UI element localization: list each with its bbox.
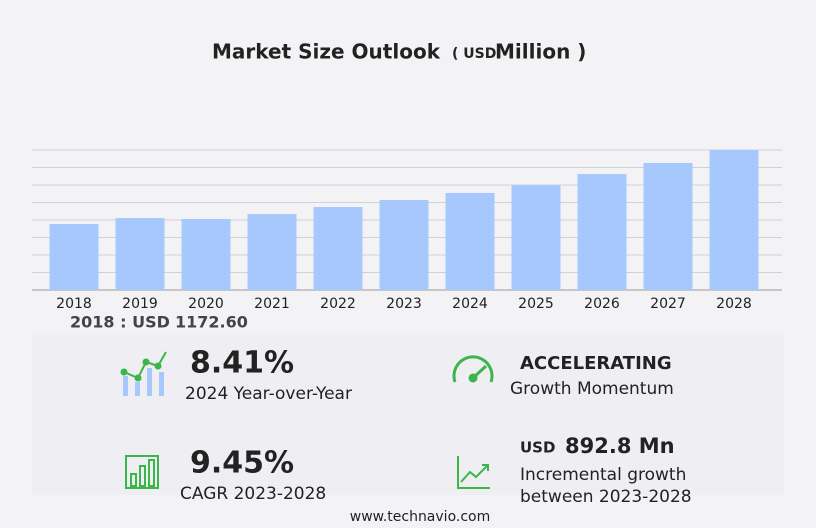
bar: [379, 200, 429, 290]
bar: [313, 207, 363, 290]
bars: 2018 2019 2020 2021 2022 2023 2024 2025 2026 2027…: [49, 150, 759, 312]
bar: [181, 218, 231, 290]
kpi-label: CAGR 2023-2028: [180, 484, 326, 504]
bar: [709, 150, 759, 290]
bar: [643, 162, 693, 290]
kpi-value: 9.45%: [190, 446, 294, 481]
kpi-label: Growth Momentum: [510, 379, 674, 399]
kpi-label: between 2023-2028: [520, 487, 692, 507]
unit-prefix: ( USD: [452, 46, 496, 62]
kpi-value: 892.8 Mn: [565, 434, 675, 458]
bar: [445, 192, 495, 290]
x-tick-label: 2025: [518, 296, 554, 312]
bar: [247, 214, 297, 290]
bar: [115, 218, 165, 290]
x-tick-label: 2028: [716, 296, 752, 312]
kpi-value: 8.41%: [190, 346, 294, 381]
x-tick-label: 2026: [584, 296, 620, 312]
kpi-label: 2024 Year-over-Year: [185, 384, 352, 404]
footer: www.technavio.com: [350, 509, 491, 525]
base-label: 2018 : USD: [70, 313, 170, 332]
x-tick-label: 2021: [254, 296, 290, 312]
kpi-value: ACCELERATING: [520, 353, 672, 374]
x-tick-label: 2018: [56, 296, 92, 312]
x-tick-label: 2022: [320, 296, 356, 312]
momentum-icon: [452, 355, 494, 383]
growth-icon: [457, 456, 490, 489]
kpi-label: Incremental growth: [520, 465, 686, 485]
bar: [511, 185, 561, 290]
yoy-icon: [120, 351, 167, 396]
base-value: 1172.60: [175, 313, 248, 332]
bar: [49, 224, 99, 290]
x-tick-label: 2020: [188, 296, 224, 312]
unit: Million ): [495, 40, 586, 64]
kpi-prefix: USD: [520, 439, 555, 457]
bar: [577, 174, 627, 290]
x-tick-label: 2024: [452, 296, 488, 312]
x-tick-label: 2019: [122, 296, 158, 312]
chart-title: Market Size Outlook: [212, 40, 441, 64]
x-tick-label: 2023: [386, 296, 422, 312]
cagr-icon: [125, 455, 159, 489]
x-tick-label: 2027: [650, 296, 686, 312]
